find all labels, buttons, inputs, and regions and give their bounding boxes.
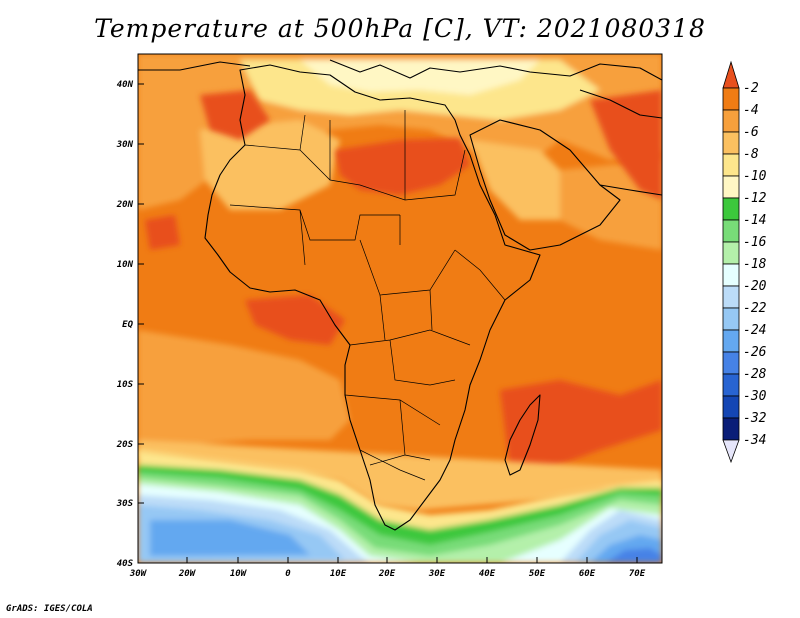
colorbar-label: -2 bbox=[743, 81, 759, 96]
lon-tick-label: 20E bbox=[378, 569, 396, 579]
lon-tick-label: 30E bbox=[428, 569, 446, 579]
lon-tick-label: 50E bbox=[529, 569, 546, 579]
colorbar-swatch bbox=[722, 263, 740, 287]
lat-tick-label: 20N bbox=[116, 200, 134, 210]
colorbar-label: -18 bbox=[743, 257, 767, 272]
colorbar-swatch bbox=[722, 131, 740, 155]
colorbar-swatch bbox=[722, 153, 740, 177]
lon-tick-label: 70E bbox=[629, 569, 646, 579]
colorbar-label: -26 bbox=[743, 345, 767, 360]
colorbar-swatch bbox=[722, 219, 740, 243]
field-blue-sw bbox=[150, 520, 310, 556]
lon-tick-label: 20W bbox=[178, 569, 197, 579]
colorbar-swatch bbox=[722, 329, 740, 353]
lat-tick-label: EQ bbox=[122, 320, 133, 330]
country-borders bbox=[229, 110, 506, 481]
lon-tick-label: 30W bbox=[129, 569, 148, 579]
coastlines bbox=[138, 59, 662, 531]
map-title: Temperature at 500hPa [C], VT: 202108031… bbox=[94, 14, 706, 43]
lon-axis: 30W 20W 10W 0 10E 20E 30E 40E 50E 60E 70… bbox=[129, 569, 646, 579]
lat-tick-label: 20S bbox=[116, 440, 134, 450]
lat-tick-label: 10S bbox=[117, 380, 134, 390]
field-pale-arabia bbox=[470, 140, 580, 220]
field-red-iran bbox=[590, 90, 662, 200]
lat-tick-label: 40N bbox=[117, 80, 134, 90]
colorbar-label: -28 bbox=[743, 367, 767, 382]
field-red-gulf-guinea bbox=[245, 295, 345, 345]
colorbar-swatch bbox=[722, 373, 740, 397]
colorbar-label: -16 bbox=[743, 235, 767, 250]
colorbar-label: -32 bbox=[743, 411, 767, 426]
colorbar-label: -22 bbox=[743, 301, 767, 316]
colorbar-swatch bbox=[722, 285, 740, 309]
lon-tick-label: 10E bbox=[330, 569, 347, 579]
field-tan-sahara-w bbox=[200, 120, 340, 210]
colorbar-swatch bbox=[722, 197, 740, 221]
lon-tick-label: 10W bbox=[230, 569, 248, 579]
lat-tick-label: 30S bbox=[116, 499, 134, 509]
colorbar-label: -34 bbox=[743, 433, 766, 448]
lat-tick-label: 40S bbox=[117, 559, 134, 569]
colorbar-label: -12 bbox=[743, 191, 767, 206]
inner-ticks bbox=[138, 83, 638, 563]
field-tan-south bbox=[138, 440, 662, 510]
colorbar-swatch bbox=[722, 395, 740, 419]
colorbar-swatch bbox=[722, 241, 740, 265]
colorbar-label: -8 bbox=[743, 147, 759, 162]
europe-coastline bbox=[138, 59, 662, 81]
colorbar-label: -24 bbox=[743, 323, 766, 338]
field-red-sahara bbox=[335, 138, 470, 195]
field-red-atlantic-w bbox=[145, 215, 180, 250]
madagascar-coastline bbox=[504, 394, 541, 476]
colorbar-label: -4 bbox=[743, 103, 759, 118]
colorbar-swatch bbox=[722, 175, 740, 199]
lat-axis: 40N 30N 20N 10N EQ 10S 20S 30S 40S bbox=[116, 80, 134, 569]
colorbar-label: -14 bbox=[743, 213, 766, 228]
lat-tick-label: 10N bbox=[117, 260, 134, 270]
colorbar-swatch bbox=[722, 417, 740, 441]
field-red-madagascar bbox=[500, 380, 662, 470]
lat-tick-label: 30N bbox=[116, 140, 134, 150]
colorbar-swatch bbox=[722, 307, 740, 331]
colorbar-bottom-arrow bbox=[722, 439, 740, 464]
iran-coastline bbox=[579, 89, 662, 196]
credit-label: GrADS: IGES/COLA bbox=[6, 604, 93, 614]
colorbar-label: -30 bbox=[743, 389, 767, 404]
colorbar-label: -10 bbox=[743, 169, 767, 184]
africa-coastline bbox=[204, 64, 541, 531]
lon-tick-label: 0 bbox=[285, 569, 291, 579]
field-red-atlantic-n bbox=[200, 90, 270, 140]
colorbar-legend: -2 -4 -6 -8 -10 -12 -14 -16 -18 -20 -22 -24 -26 -28 -3… bbox=[722, 60, 767, 464]
colorbar-swatch bbox=[722, 109, 740, 133]
colorbar-swatch bbox=[722, 87, 740, 111]
colorbar-swatch bbox=[722, 351, 740, 375]
colorbar-top-arrow bbox=[722, 60, 740, 89]
lon-tick-label: 40E bbox=[479, 569, 496, 579]
field-deep-blue-se bbox=[605, 548, 662, 563]
temperature-field bbox=[138, 54, 662, 563]
plot-frame bbox=[137, 53, 663, 564]
lon-tick-label: 60E bbox=[579, 569, 596, 579]
field-light-orange-south bbox=[138, 330, 350, 445]
colorbar-label: -6 bbox=[743, 125, 759, 140]
arabia-coastline bbox=[469, 119, 621, 251]
colorbar-label: -20 bbox=[743, 279, 767, 294]
